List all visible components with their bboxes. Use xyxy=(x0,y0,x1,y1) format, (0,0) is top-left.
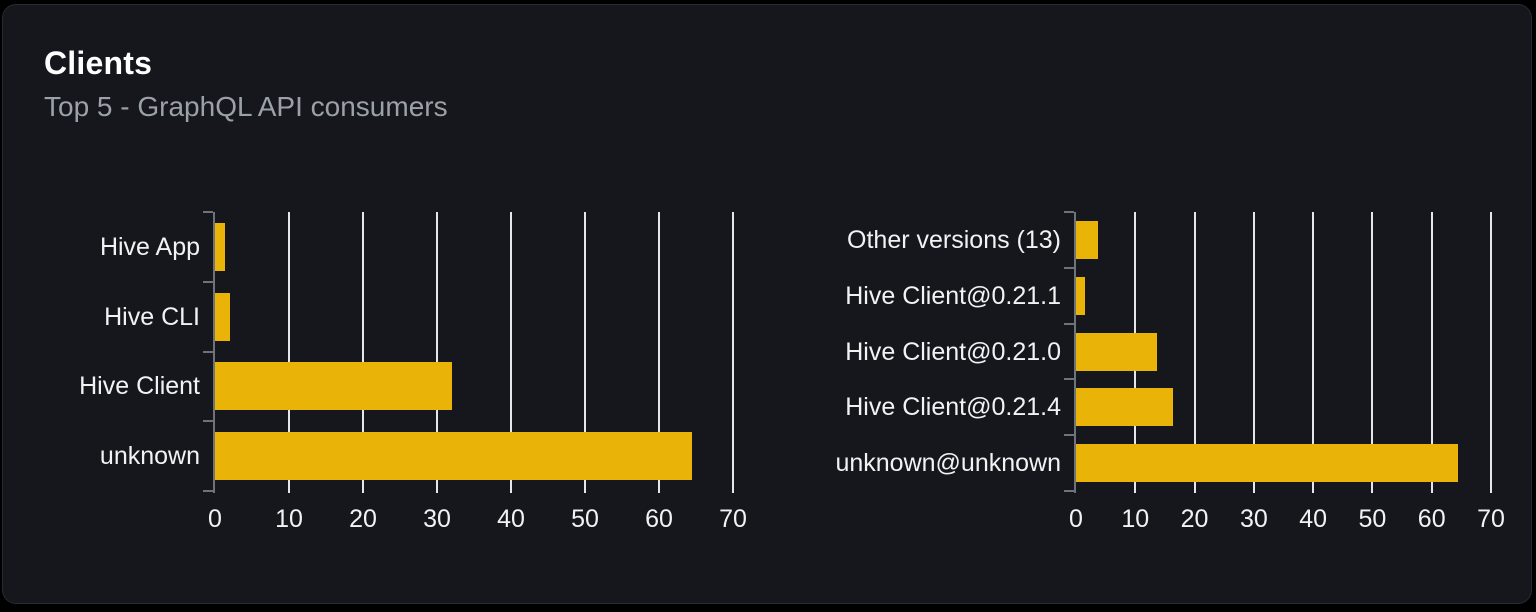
x-tick-label: 70 xyxy=(719,505,747,533)
y-axis-tick xyxy=(203,420,213,423)
bar-hive-client[interactable] xyxy=(215,362,452,411)
clients-card: Clients Top 5 - GraphQL API consumers 0 1… xyxy=(2,4,1532,604)
category-label: Other versions (13) xyxy=(847,225,1061,254)
x-tick-label: 40 xyxy=(497,505,525,533)
bar-unknown-unknown[interactable] xyxy=(1076,444,1458,483)
x-tick-label: 20 xyxy=(1180,505,1209,533)
x-tick-label: 0 xyxy=(1069,505,1083,533)
x-tick-label: 70 xyxy=(1477,505,1505,533)
x-tick-label: 30 xyxy=(1239,505,1268,533)
bar-hive-client-0-21-4[interactable] xyxy=(1076,388,1173,427)
category-label: Hive App xyxy=(99,232,200,261)
x-tick-label: 60 xyxy=(1417,505,1446,533)
y-axis-tick xyxy=(1064,211,1074,213)
gridline xyxy=(732,212,734,493)
bar-hive-app[interactable] xyxy=(215,222,225,271)
x-tick-label: 50 xyxy=(1358,505,1387,533)
x-tick-label: 60 xyxy=(645,505,673,533)
category-label: Hive Client@0.21.4 xyxy=(845,393,1061,422)
y-axis-tick xyxy=(1064,434,1074,437)
y-axis-tick xyxy=(1064,322,1074,325)
x-tick-label: 10 xyxy=(275,505,303,533)
category-label: unknown xyxy=(99,442,200,471)
category-label: Hive CLI xyxy=(104,302,200,331)
bar-hive-client-0-21-0[interactable] xyxy=(1076,332,1157,371)
x-tick-label: 20 xyxy=(349,505,377,533)
gridline xyxy=(1490,212,1492,493)
y-axis-tick xyxy=(203,280,213,283)
y-axis-tick xyxy=(1064,378,1074,381)
x-tick-label: 50 xyxy=(571,505,599,533)
card-subtitle: Top 5 - GraphQL API consumers xyxy=(44,91,448,122)
x-tick-label: 40 xyxy=(1299,505,1328,533)
y-axis-tick xyxy=(1064,490,1074,492)
x-tick-label: 0 xyxy=(208,505,222,533)
category-label: Hive Client@0.21.1 xyxy=(845,281,1061,310)
x-tick-label: 30 xyxy=(423,505,451,533)
y-axis-tick xyxy=(203,490,213,492)
y-axis-tick xyxy=(203,211,213,213)
bar-hive-cli[interactable] xyxy=(215,292,230,341)
y-axis-tick xyxy=(1064,266,1074,269)
bar-hive-client-0-21-1[interactable] xyxy=(1076,276,1085,315)
x-tick-label: 10 xyxy=(1121,505,1150,533)
category-label: Hive Client@0.21.0 xyxy=(845,337,1061,366)
bar-other-versions-13[interactable] xyxy=(1076,220,1098,259)
card-title: Clients xyxy=(44,45,153,81)
bar-unknown[interactable] xyxy=(215,432,692,481)
y-axis-tick xyxy=(203,350,213,353)
category-label: Hive Client xyxy=(79,372,200,401)
